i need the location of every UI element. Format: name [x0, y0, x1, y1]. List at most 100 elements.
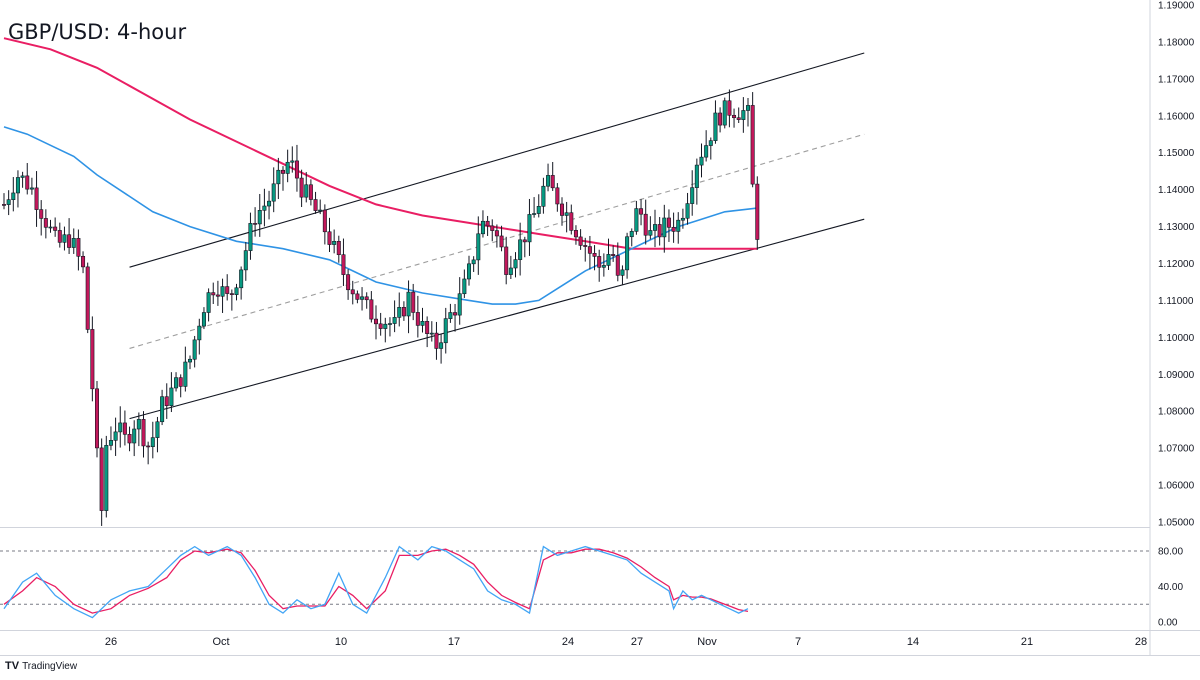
price-tick-label: 1.13000 [1158, 222, 1195, 233]
candle-bear [327, 231, 332, 245]
candle-bear [732, 114, 737, 119]
candle-bear [494, 230, 499, 237]
price-tick-label: 1.11000 [1158, 296, 1194, 307]
candle-bear [643, 213, 648, 236]
candle-bear [578, 236, 583, 246]
candle-bull [248, 223, 253, 251]
time-tick-label: 7 [795, 636, 801, 648]
candle-bull [71, 238, 76, 248]
candle-bull [15, 177, 20, 194]
candle-bull [267, 200, 272, 207]
price-tick-label: 1.09000 [1158, 370, 1195, 381]
candle-bull [132, 428, 137, 444]
candle-bear [615, 255, 620, 276]
price-tick-label: 1.07000 [1158, 444, 1195, 455]
candle-bear [671, 227, 676, 232]
candle-bull [685, 203, 690, 219]
price-tick-label: 1.18000 [1158, 37, 1195, 48]
candle-bear [122, 422, 127, 435]
candle-bear [425, 321, 430, 334]
candle-bear [308, 184, 313, 200]
chart-title: GBP/USD: 4-hour [8, 20, 187, 44]
candle-bull [457, 293, 462, 316]
candle-bull [285, 161, 290, 174]
candle-bull [652, 224, 657, 231]
stoch-k-line [3, 545, 749, 619]
candle-bear [253, 223, 258, 225]
candle-bear [99, 447, 104, 511]
candle-bear [499, 235, 504, 248]
candle-bull [48, 226, 53, 229]
candle-bull [527, 214, 532, 243]
candle-bear [453, 312, 458, 316]
candle-bear [373, 318, 378, 325]
candle-bear [666, 217, 671, 228]
candle-bull [271, 183, 276, 202]
candle-bear [573, 230, 578, 238]
candle-bear [727, 100, 732, 116]
candle-bull [234, 287, 239, 295]
candle-bull [462, 278, 467, 295]
candle-bull [699, 156, 704, 166]
candle-bear [736, 117, 741, 120]
time-tick-label: Oct [212, 636, 229, 648]
candle-bear [569, 212, 574, 231]
candle-bear [522, 239, 527, 243]
candle-bear [336, 240, 341, 256]
candle-bear [53, 226, 58, 231]
candle-bull [360, 296, 365, 300]
candle-bull [397, 307, 402, 318]
candle-bull [387, 323, 392, 325]
time-tick-label: 24 [562, 636, 574, 648]
stoch-tick-label: 80.00 [1158, 547, 1183, 558]
price-tick-label: 1.12000 [1158, 259, 1195, 270]
candle-bull [11, 192, 16, 200]
candle-bear [592, 253, 597, 257]
candle-bull [680, 217, 685, 221]
candle-bull [713, 112, 718, 141]
candle-bull [513, 259, 518, 269]
candle-bear [504, 246, 509, 275]
candle-bear [127, 434, 132, 444]
candle-bull [183, 361, 188, 387]
candle-bear [313, 199, 318, 211]
candle-bull [480, 220, 485, 235]
candle-bear [211, 292, 216, 296]
candle-bull [169, 387, 174, 406]
candle-bull [220, 286, 225, 297]
candle-bear [583, 245, 588, 247]
stoch-d-line [3, 548, 749, 614]
candle-bear [364, 296, 369, 301]
candle-bull [532, 213, 537, 215]
candle-bull [466, 263, 471, 280]
candle-bear [322, 209, 327, 233]
candle-bull [620, 269, 625, 276]
price-tick-label: 1.19000 [1158, 1, 1195, 12]
candle-bear [141, 419, 146, 447]
brand-name: TradingView [22, 660, 78, 672]
candle-bull [188, 358, 193, 363]
candle-bull [546, 175, 551, 187]
candle-bear [559, 203, 564, 216]
candle-bear [164, 396, 169, 406]
ma-100-line [3, 126, 758, 305]
tradingview-logo: TV TradingView [5, 660, 77, 672]
time-tick-label: 10 [335, 636, 347, 648]
candle-bull [564, 212, 569, 216]
candle-bear [415, 312, 420, 326]
candle-bull [476, 233, 481, 261]
candle-bull [155, 421, 160, 438]
candle-bull [420, 321, 425, 326]
candle-bull [704, 145, 709, 158]
candle-bear [81, 255, 86, 268]
time-tick-label: 27 [631, 636, 643, 648]
candle-bear [225, 286, 230, 294]
candle-bull [201, 312, 206, 327]
candle-bull [108, 440, 113, 446]
candle-bull [6, 199, 11, 205]
candle-bull [262, 205, 267, 211]
candle-bull [257, 210, 262, 225]
price-tick-label: 1.10000 [1158, 333, 1195, 344]
